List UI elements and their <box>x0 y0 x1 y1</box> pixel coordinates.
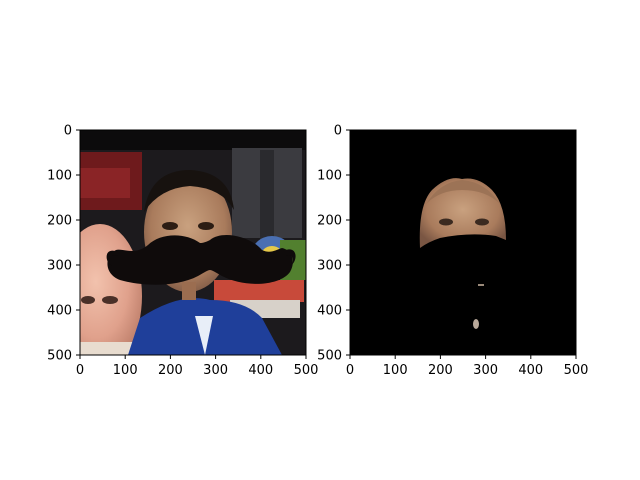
right-x-tick-label: 400 <box>518 363 543 378</box>
left-x-tick-label: 300 <box>203 363 228 378</box>
left-y-tick-label: 200 <box>47 214 72 229</box>
right-y-tick-label: 100 <box>317 169 342 184</box>
left-y-tick-label: 300 <box>47 259 72 274</box>
left-x-tick-label: 200 <box>158 363 183 378</box>
right-photo <box>350 130 576 355</box>
right-x-tick-label: 0 <box>346 363 354 378</box>
right-y-tick-label: 200 <box>317 214 342 229</box>
right-image-panel <box>349 129 577 356</box>
left-y-tick-label: 0 <box>64 124 72 139</box>
right-y-tick-label: 300 <box>317 259 342 274</box>
right-x-tick-label: 300 <box>473 363 498 378</box>
right-y-tick-label: 500 <box>317 349 342 364</box>
left-x-tick-label: 100 <box>113 363 138 378</box>
right-axes-frame <box>349 129 577 356</box>
left-image-panel <box>79 129 307 356</box>
right-x-tick-label: 100 <box>383 363 408 378</box>
left-y-tick-label: 500 <box>47 349 72 364</box>
right-y-tick-label: 400 <box>317 304 342 319</box>
right-axis-ticks: 0 100 200 300 400 500 0 100 200 300 400 500 <box>317 124 588 379</box>
right-x-tick-label: 500 <box>564 363 589 378</box>
mustache-overlay <box>107 235 293 285</box>
left-x-tick-label: 500 <box>294 363 319 378</box>
right-x-tick-label: 200 <box>428 363 453 378</box>
left-y-tick-label: 400 <box>47 304 72 319</box>
left-y-tick-label: 100 <box>47 169 72 184</box>
right-y-tick-label: 0 <box>334 124 342 139</box>
left-x-tick-label: 400 <box>248 363 273 378</box>
left-x-tick-label: 0 <box>76 363 84 378</box>
left-axes-frame <box>79 129 307 356</box>
left-axis-ticks: 0 100 200 300 400 500 0 100 200 300 400 500 <box>47 124 318 379</box>
